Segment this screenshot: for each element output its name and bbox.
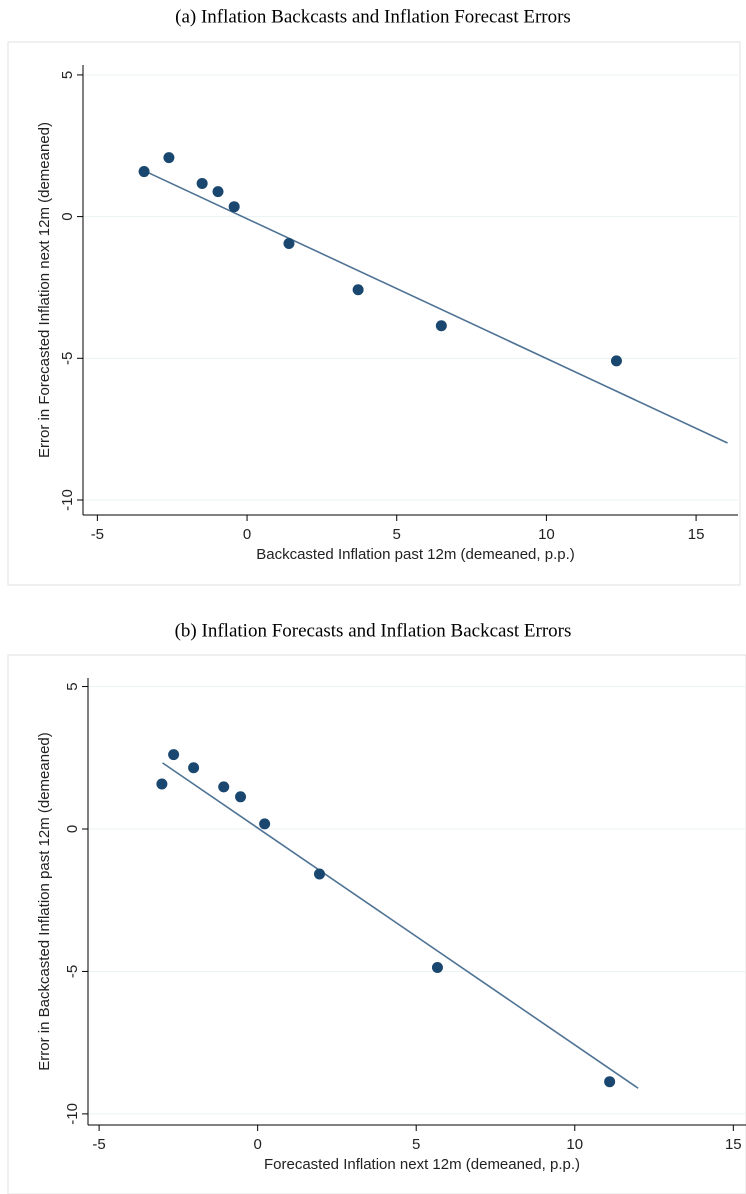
point (259, 818, 271, 830)
point (604, 1076, 616, 1088)
chart-title: (a) Inflation Backcasts and Inflation Fo… (175, 6, 571, 27)
y-tick-label: -10 (59, 489, 76, 511)
point (212, 186, 224, 198)
point (352, 284, 364, 296)
chart-title: (b) Inflation Forecasts and Inflation Ba… (175, 620, 572, 641)
point (163, 152, 175, 164)
panel-border (7, 41, 741, 586)
x-tick-label: 0 (243, 526, 251, 543)
y-tick-label: 0 (59, 212, 76, 220)
x-tick-label: 15 (725, 1136, 742, 1153)
point (196, 177, 208, 189)
panel-border (7, 654, 746, 1194)
point (228, 201, 240, 213)
x-axis-label: Backcasted Inflation past 12m (demeaned,… (256, 546, 575, 563)
x-tick-label: 5 (412, 1136, 420, 1153)
point (235, 791, 247, 803)
x-tick-label: 10 (538, 526, 555, 543)
y-tick-label: 0 (64, 825, 81, 833)
y-tick-label: 5 (64, 682, 81, 690)
y-tick-label: -5 (64, 965, 81, 978)
point (431, 961, 443, 973)
point (283, 238, 295, 250)
fit-line (162, 762, 639, 1089)
point (168, 749, 180, 761)
point (435, 320, 447, 332)
y-tick-label: -5 (59, 352, 76, 365)
point (610, 355, 622, 367)
x-tick-label: -5 (91, 526, 104, 543)
point (138, 166, 150, 178)
y-tick-label: -10 (64, 1103, 81, 1125)
point (218, 781, 230, 793)
x-tick-label: -5 (92, 1136, 105, 1153)
x-axis-label: Forecasted Inflation next 12m (demeaned,… (264, 1156, 580, 1173)
y-axis-label: Error in Backcasted Inflation past 12m (… (36, 732, 53, 1071)
x-tick-label: 15 (688, 526, 705, 543)
y-tick-label: 5 (59, 71, 76, 79)
x-tick-label: 5 (393, 526, 401, 543)
point (188, 762, 200, 774)
point (156, 778, 168, 790)
x-tick-label: 10 (566, 1136, 583, 1153)
y-axis-label: Error in Forecasted Inflation next 12m (… (36, 122, 53, 458)
x-tick-label: 0 (253, 1136, 261, 1153)
point (313, 868, 325, 880)
fit-line (145, 170, 728, 444)
